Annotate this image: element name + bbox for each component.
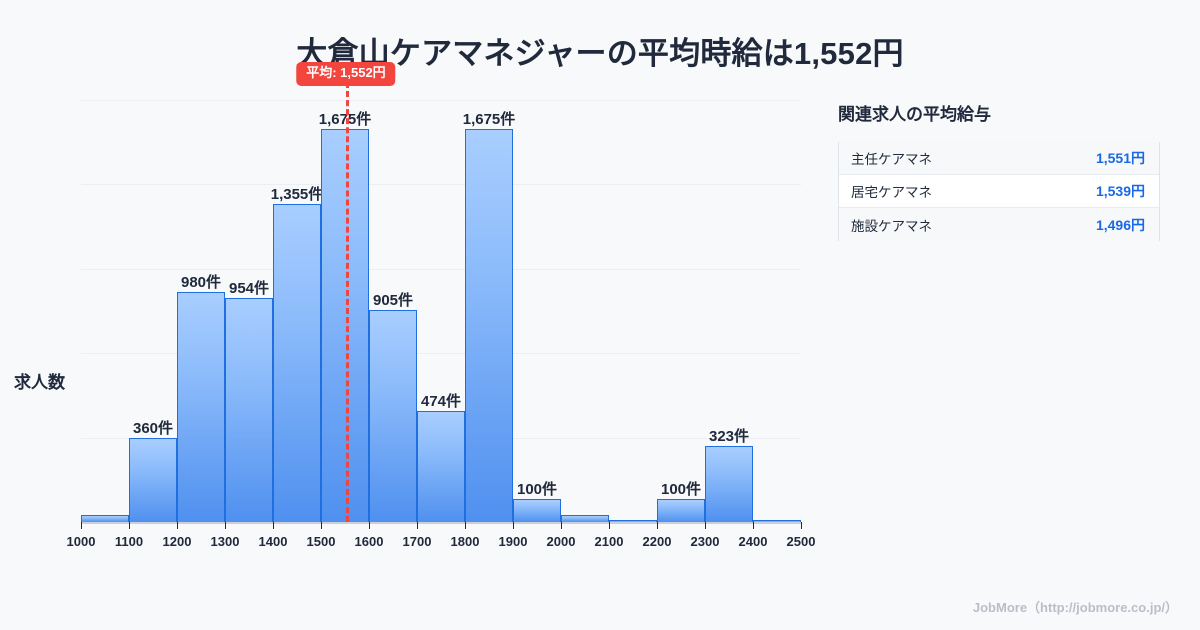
average-wage-value: 1,551円 <box>1095 150 1145 166</box>
gridline <box>81 353 801 355</box>
page-title: 大倉山ケアマネジャーの平均時給は1,552円 <box>296 36 904 71</box>
x-tick-label: 1900 <box>498 534 528 549</box>
x-tick <box>273 522 274 529</box>
histogram-bar <box>369 309 417 522</box>
x-tick <box>465 522 466 529</box>
bar-value-label: 905件 <box>372 291 414 309</box>
table-row: 居宅ケアマネ 1,539円 <box>839 175 1159 208</box>
x-tick-label: 1600 <box>354 534 384 549</box>
histogram-bar <box>273 204 321 522</box>
x-tick <box>321 522 322 529</box>
x-tick <box>801 522 802 529</box>
x-tick-label: 1200 <box>162 534 192 549</box>
x-tick <box>705 522 706 529</box>
x-tick <box>369 522 370 529</box>
x-tick <box>81 522 82 529</box>
histogram-bar <box>225 298 273 522</box>
bar-value-label: 954件 <box>228 280 270 298</box>
table-row: 主任ケアマネ 1,551円 <box>839 142 1159 175</box>
bar-value-label: 1,355件 <box>270 186 324 204</box>
bar-value-label: 1,675件 <box>462 111 516 129</box>
x-tick-label: 1300 <box>210 534 240 549</box>
bar-value-label: 1,675件 <box>318 111 372 129</box>
gridline <box>81 184 801 186</box>
x-tick-label: 2500 <box>786 534 816 549</box>
histogram-bar <box>465 129 513 522</box>
histogram-bar <box>129 437 177 522</box>
histogram-bar <box>705 446 753 522</box>
x-tick-label: 1500 <box>306 534 336 549</box>
histogram-bar <box>513 498 561 522</box>
related-salary-table: 主任ケアマネ 1,551円居宅ケアマネ 1,539円施設ケアマネ 1,496円 <box>838 142 1160 241</box>
job-type-label: 施設ケアマネ <box>851 218 932 234</box>
histogram-bar <box>321 129 369 522</box>
average-wage-value: 1,539円 <box>1095 183 1145 199</box>
bar-value-label: 323件 <box>708 428 750 446</box>
bar-value-label: 474件 <box>420 392 462 410</box>
x-tick <box>177 522 178 529</box>
histogram-chart: 求人数 360件 980件 954件 1,355件 1,675件 905件 474件 1,67… <box>0 62 830 600</box>
x-tick-label: 2100 <box>594 534 624 549</box>
bar-value-label: 360件 <box>132 419 174 437</box>
x-tick <box>657 522 658 529</box>
related-salary-title: 関連求人の平均給与 <box>838 105 991 124</box>
histogram-bar <box>561 514 609 522</box>
x-tick <box>513 522 514 529</box>
histogram-bar <box>177 292 225 522</box>
histogram-bar <box>657 498 705 522</box>
x-tick-label: 1400 <box>258 534 288 549</box>
x-tick-label: 2000 <box>546 534 576 549</box>
x-tick <box>417 522 418 529</box>
x-tick-label: 1800 <box>450 534 480 549</box>
gridline <box>81 100 801 101</box>
job-type-label: 居宅ケアマネ <box>851 185 932 200</box>
job-type-label: 主任ケアマネ <box>851 152 932 167</box>
histogram-bar <box>753 519 801 522</box>
x-tick-label: 1100 <box>114 534 144 549</box>
x-tick <box>129 522 130 529</box>
x-tick-label: 2300 <box>690 534 720 549</box>
histogram-bar <box>81 514 129 522</box>
bar-value-label: 100件 <box>516 480 558 498</box>
histogram-bar <box>609 519 657 522</box>
average-badge: 平均: 1,552円 <box>296 62 396 86</box>
plot-area: 360件 980件 954件 1,355件 1,675件 905件 474件 1,675件 10… <box>81 62 801 522</box>
footer-credit: JobMore（http://jobmore.co.jp/） <box>972 600 1178 615</box>
x-tick <box>561 522 562 529</box>
bar-value-label: 980件 <box>180 274 222 292</box>
x-tick-label: 2400 <box>738 534 768 549</box>
bar-value-label: 100件 <box>660 480 702 498</box>
x-tick <box>609 522 610 529</box>
x-axis <box>81 522 801 524</box>
table-row: 施設ケアマネ 1,496円 <box>839 208 1159 241</box>
histogram-bar <box>417 410 465 522</box>
average-wage-value: 1,496円 <box>1095 216 1145 233</box>
x-tick-label: 1000 <box>66 534 96 549</box>
x-tick-label: 2200 <box>642 534 672 549</box>
y-axis-title: 求人数 <box>14 373 65 392</box>
related-salary-panel: 関連求人の平均給与 主任ケアマネ 1,551円居宅ケアマネ 1,539円施設ケアマネ… <box>838 100 1168 241</box>
gridline <box>81 268 801 270</box>
average-dashed-line <box>345 82 349 522</box>
x-tick <box>753 522 754 529</box>
x-tick <box>225 522 226 529</box>
x-tick-label: 1700 <box>402 534 432 549</box>
